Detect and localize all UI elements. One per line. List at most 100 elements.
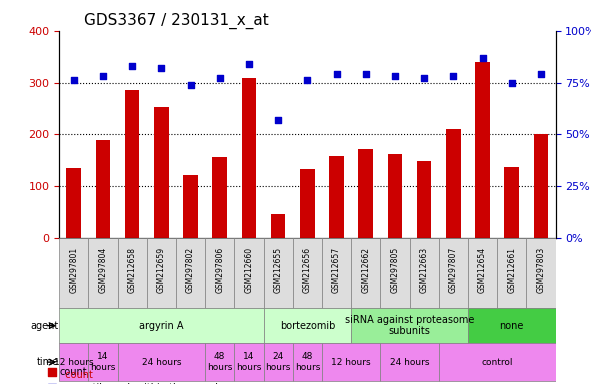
Bar xyxy=(417,161,431,238)
FancyBboxPatch shape xyxy=(468,308,556,343)
Text: GSM297802: GSM297802 xyxy=(186,247,195,293)
Point xyxy=(536,71,545,77)
FancyBboxPatch shape xyxy=(381,343,439,381)
Point xyxy=(361,71,371,77)
Point xyxy=(69,78,79,84)
Bar xyxy=(505,167,519,238)
Text: GSM212663: GSM212663 xyxy=(420,247,428,293)
FancyBboxPatch shape xyxy=(59,238,88,308)
Text: 12 hours: 12 hours xyxy=(54,358,93,367)
FancyBboxPatch shape xyxy=(527,238,556,308)
Text: 48
hours: 48 hours xyxy=(295,353,320,372)
Text: 24 hours: 24 hours xyxy=(390,358,429,367)
Bar xyxy=(388,154,402,238)
Point xyxy=(420,75,429,81)
FancyBboxPatch shape xyxy=(88,343,118,381)
FancyBboxPatch shape xyxy=(264,308,351,343)
FancyBboxPatch shape xyxy=(59,308,264,343)
Text: agent: agent xyxy=(31,321,59,331)
Point xyxy=(128,63,137,69)
FancyBboxPatch shape xyxy=(322,343,381,381)
FancyBboxPatch shape xyxy=(264,238,293,308)
FancyBboxPatch shape xyxy=(59,343,88,381)
FancyBboxPatch shape xyxy=(205,238,234,308)
Text: count: count xyxy=(59,367,87,377)
FancyBboxPatch shape xyxy=(468,238,497,308)
Point xyxy=(47,369,57,376)
Point xyxy=(186,81,195,88)
Text: GSM297805: GSM297805 xyxy=(391,247,400,293)
FancyBboxPatch shape xyxy=(118,238,147,308)
Bar xyxy=(446,129,460,238)
FancyBboxPatch shape xyxy=(497,238,527,308)
FancyBboxPatch shape xyxy=(234,343,264,381)
Text: GDS3367 / 230131_x_at: GDS3367 / 230131_x_at xyxy=(84,13,269,29)
FancyBboxPatch shape xyxy=(351,238,381,308)
Text: GSM297807: GSM297807 xyxy=(449,247,458,293)
Bar xyxy=(183,175,198,238)
Text: time: time xyxy=(37,357,59,367)
Point xyxy=(274,117,283,123)
Text: GSM212655: GSM212655 xyxy=(274,247,282,293)
Text: control: control xyxy=(482,358,513,367)
Point xyxy=(157,65,166,71)
Point xyxy=(98,73,108,79)
Bar xyxy=(329,156,344,238)
FancyBboxPatch shape xyxy=(234,238,264,308)
Point xyxy=(215,75,225,81)
Text: 12 hours: 12 hours xyxy=(332,358,371,367)
FancyBboxPatch shape xyxy=(88,238,118,308)
Text: 48
hours: 48 hours xyxy=(207,353,232,372)
Text: GSM212656: GSM212656 xyxy=(303,247,312,293)
Point xyxy=(507,79,517,86)
Point xyxy=(332,71,341,77)
FancyBboxPatch shape xyxy=(439,238,468,308)
Text: GSM297801: GSM297801 xyxy=(69,247,78,293)
Text: percentile rank within the sample: percentile rank within the sample xyxy=(59,383,224,384)
Point xyxy=(390,73,400,79)
Bar xyxy=(271,214,285,238)
FancyBboxPatch shape xyxy=(293,343,322,381)
Text: GSM297803: GSM297803 xyxy=(537,247,545,293)
Text: GSM212658: GSM212658 xyxy=(128,247,137,293)
Text: none: none xyxy=(499,321,524,331)
Text: siRNA against proteasome
subunits: siRNA against proteasome subunits xyxy=(345,315,474,336)
Point xyxy=(449,73,458,79)
Text: 24
hours: 24 hours xyxy=(265,353,291,372)
Text: 14
hours: 14 hours xyxy=(90,353,116,372)
Bar xyxy=(300,169,314,238)
Bar xyxy=(96,139,110,238)
Text: GSM212657: GSM212657 xyxy=(332,247,341,293)
Bar xyxy=(125,90,139,238)
FancyBboxPatch shape xyxy=(118,343,205,381)
FancyBboxPatch shape xyxy=(176,238,205,308)
Bar xyxy=(66,168,81,238)
Text: GSM297806: GSM297806 xyxy=(215,247,224,293)
Point xyxy=(303,78,312,84)
FancyBboxPatch shape xyxy=(381,238,410,308)
Text: GSM212660: GSM212660 xyxy=(245,247,254,293)
FancyBboxPatch shape xyxy=(410,238,439,308)
Text: GSM212659: GSM212659 xyxy=(157,247,166,293)
Text: count: count xyxy=(59,370,93,380)
Bar xyxy=(242,78,256,238)
Text: bortezomib: bortezomib xyxy=(280,321,335,331)
Text: 24 hours: 24 hours xyxy=(142,358,181,367)
Bar xyxy=(475,62,490,238)
Text: GSM297804: GSM297804 xyxy=(99,247,108,293)
FancyBboxPatch shape xyxy=(293,238,322,308)
Text: GSM212654: GSM212654 xyxy=(478,247,487,293)
Bar xyxy=(212,157,227,238)
Bar xyxy=(534,134,548,238)
Text: GSM212661: GSM212661 xyxy=(507,247,516,293)
Text: argyrin A: argyrin A xyxy=(139,321,184,331)
Bar xyxy=(154,108,168,238)
Bar xyxy=(358,149,373,238)
Point xyxy=(244,61,254,67)
Text: GSM212662: GSM212662 xyxy=(361,247,370,293)
FancyBboxPatch shape xyxy=(264,343,293,381)
Text: 14
hours: 14 hours xyxy=(236,353,262,372)
FancyBboxPatch shape xyxy=(322,238,351,308)
FancyBboxPatch shape xyxy=(439,343,556,381)
FancyBboxPatch shape xyxy=(147,238,176,308)
